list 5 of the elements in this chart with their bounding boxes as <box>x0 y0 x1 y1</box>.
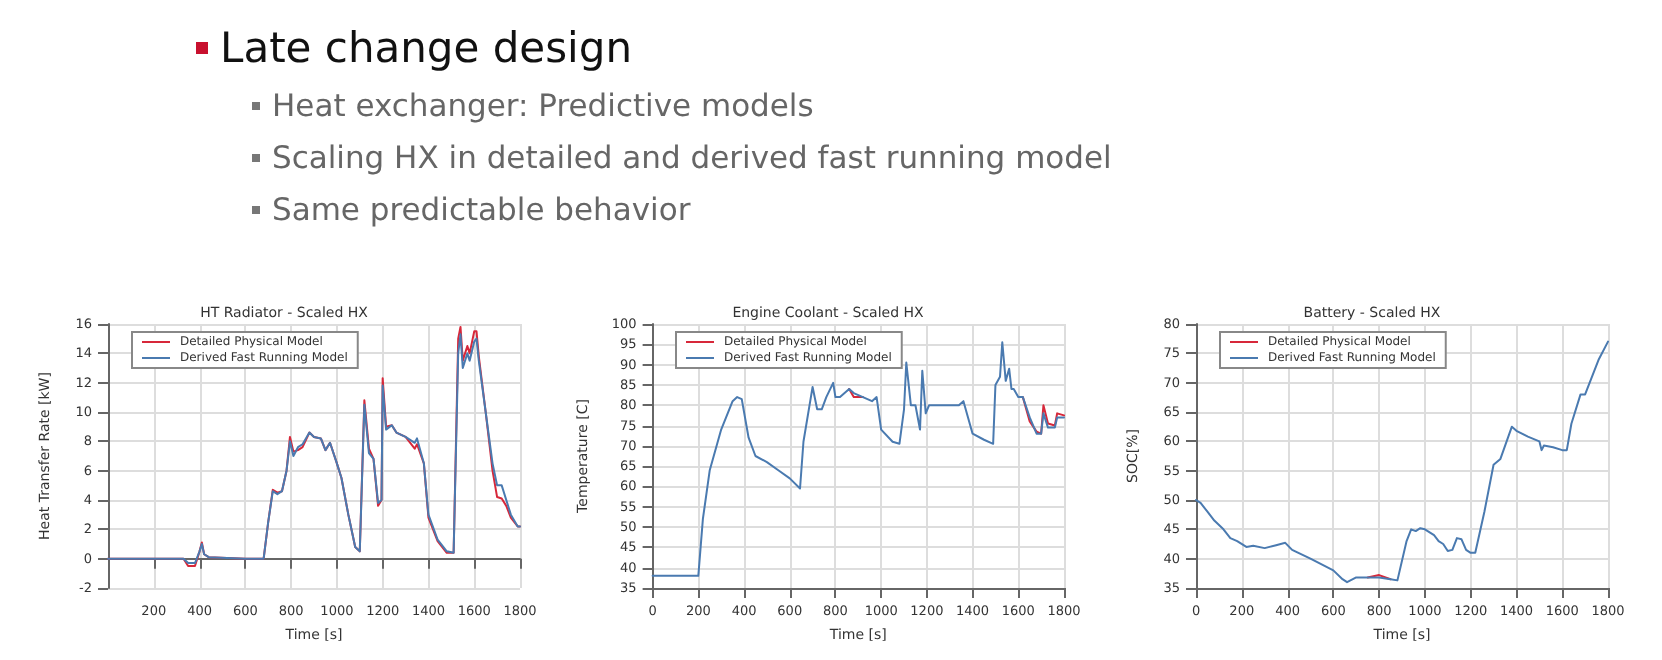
text: Late change design <box>220 24 633 72</box>
text: Heat exchanger: Predictive models <box>272 88 814 124</box>
text: Same predictable behavior <box>272 192 691 228</box>
line-series <box>1195 340 1609 584</box>
text: Scaling HX in detailed and derived fast running model <box>272 140 1112 176</box>
